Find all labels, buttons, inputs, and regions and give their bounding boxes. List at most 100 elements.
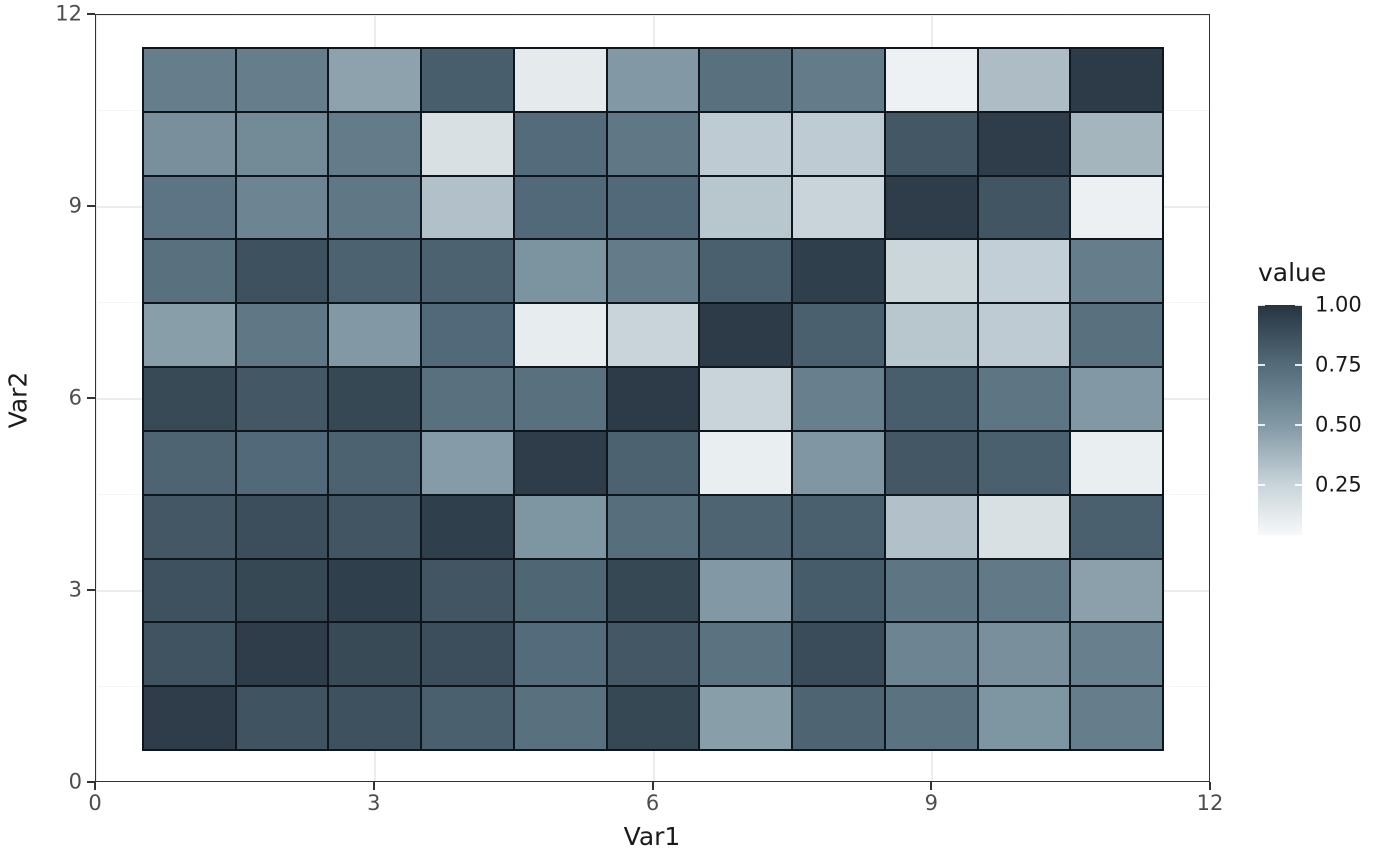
heatmap-cell — [885, 431, 977, 494]
heatmap-cell — [793, 176, 884, 239]
heatmap-cell — [144, 240, 235, 303]
x-axis-tick-label: 6 — [645, 791, 660, 815]
gridline-minor — [234, 15, 236, 16]
y-axis-tick — [87, 589, 95, 591]
heatmap-cell — [885, 240, 977, 303]
heatmap-cell — [329, 623, 421, 686]
heatmap-cell — [607, 687, 699, 749]
heatmap-cell — [236, 687, 328, 749]
heatmap-cell — [700, 431, 792, 494]
x-axis-tick-label: 3 — [367, 791, 381, 815]
heatmap-cell — [1071, 49, 1162, 111]
heatmap-cell — [978, 49, 1070, 111]
heatmap-cell — [422, 49, 513, 111]
heatmap-cell — [885, 304, 977, 367]
heatmap-cell — [1071, 559, 1162, 622]
heatmap-cell — [1071, 304, 1162, 367]
heatmap-cell — [793, 495, 884, 558]
heatmap-cell — [607, 559, 699, 622]
legend-tick-label: 0.50 — [1315, 412, 1362, 437]
heatmap-cell — [700, 623, 792, 686]
x-axis-tick — [651, 782, 654, 790]
heatmap-cell — [607, 240, 699, 303]
heatmap-cell — [978, 304, 1070, 367]
heatmap-cell — [885, 623, 977, 686]
gridline-minor — [791, 15, 793, 16]
heatmap-cell — [978, 368, 1070, 430]
legend-tick-mark — [1258, 364, 1265, 367]
heatmap-cell — [607, 176, 699, 239]
heatmap-cell — [1071, 687, 1162, 749]
heatmap-cell — [1071, 431, 1162, 494]
heatmap-cell — [144, 495, 235, 558]
heatmap-cell — [978, 495, 1070, 558]
heatmap-cell — [885, 687, 977, 749]
heatmap-grid — [142, 47, 1164, 751]
heatmap-cell — [236, 623, 328, 686]
heatmap-cell — [236, 240, 328, 303]
heatmap-cell — [1071, 240, 1162, 303]
legend-tick-mark — [1258, 484, 1265, 487]
heatmap-cell — [607, 623, 699, 686]
heatmap-cell — [793, 559, 884, 622]
heatmap-cell — [514, 559, 606, 622]
heatmap-cell — [236, 495, 328, 558]
y-axis-tick — [87, 13, 95, 15]
heatmap-cell — [700, 240, 792, 303]
heatmap-cell — [1071, 112, 1162, 175]
gridline-minor — [513, 15, 515, 16]
y-axis-tick — [87, 781, 95, 783]
heatmap-cell — [793, 623, 884, 686]
x-axis-tick-label: 12 — [1196, 791, 1224, 815]
heatmap-cell — [700, 687, 792, 749]
legend-tick-label: 1.00 — [1315, 292, 1362, 317]
heatmap-cell — [422, 368, 513, 430]
heatmap-cell — [514, 49, 606, 111]
heatmap-cell — [144, 49, 235, 111]
heatmap-cell — [514, 368, 606, 430]
heatmap-cell — [607, 431, 699, 494]
heatmap-cell — [1071, 368, 1162, 430]
gridline-minor — [1070, 15, 1072, 16]
heatmap-cell — [422, 431, 513, 494]
heatmap-cell — [885, 176, 977, 239]
heatmap-cell — [885, 368, 977, 430]
heatmap-cell — [236, 49, 328, 111]
heatmap-cell — [329, 559, 421, 622]
y-axis-tick — [87, 397, 95, 399]
heatmap-cell — [885, 559, 977, 622]
heatmap-cell — [978, 623, 1070, 686]
heatmap-cell — [144, 368, 235, 430]
legend-tick-label: 0.75 — [1315, 352, 1362, 377]
heatmap-cell — [514, 495, 606, 558]
heatmap-cell — [422, 495, 513, 558]
y-axis-tick-label: 0 — [68, 769, 82, 794]
heatmap-cell — [700, 559, 792, 622]
heatmap-cell — [236, 176, 328, 239]
heatmap-cell — [329, 687, 421, 749]
heatmap-cell — [422, 112, 513, 175]
heatmap-cell — [144, 687, 235, 749]
heatmap-cell — [885, 112, 977, 175]
x-axis-title: Var1 — [623, 822, 681, 851]
legend-tick-mark — [1295, 484, 1302, 487]
heatmap-cell — [793, 368, 884, 430]
heatmap-cell — [793, 240, 884, 303]
x-axis-tick-label: 9 — [924, 791, 938, 815]
heatmap-cell — [978, 687, 1070, 749]
heatmap-cell — [978, 559, 1070, 622]
heatmap-cell — [514, 623, 606, 686]
gridline-major — [96, 15, 1209, 16]
heatmap-cell — [607, 112, 699, 175]
heatmap-cell — [700, 176, 792, 239]
heatmap-cell — [1071, 176, 1162, 239]
heatmap-cell — [236, 112, 328, 175]
heatmap-cell — [422, 687, 513, 749]
heatmap-cell — [329, 495, 421, 558]
y-axis-tick-label: 12 — [55, 1, 82, 26]
heatmap-cell — [514, 176, 606, 239]
x-axis-tick — [930, 782, 933, 790]
heatmap-cell — [793, 431, 884, 494]
heatmap-cell — [514, 240, 606, 303]
heatmap-cell — [329, 176, 421, 239]
